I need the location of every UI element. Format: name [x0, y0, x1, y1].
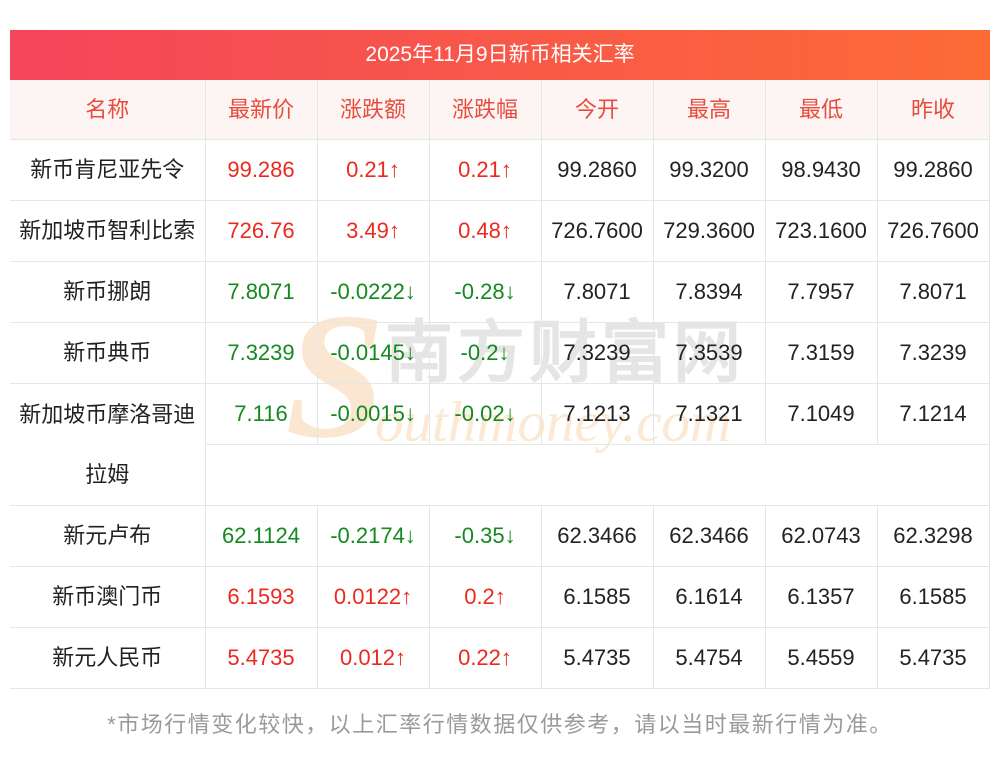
cell-latest: 7.8071	[205, 261, 318, 323]
cell-change-pct: -0.2↓	[429, 322, 542, 384]
cell-name: 新币典币	[10, 322, 206, 384]
cell-open: 99.2860	[541, 139, 654, 201]
cell-change-pct: 0.21↑	[429, 139, 542, 201]
cell-name: 新加坡币智利比索	[10, 200, 206, 262]
col-header-prev-close: 昨收	[877, 80, 990, 140]
col-header-high: 最高	[653, 80, 766, 140]
col-header-open: 今开	[541, 80, 654, 140]
cell-low: 7.1049	[765, 383, 878, 445]
cell-change-pct: -0.02↓	[429, 383, 542, 445]
table-row: 新币挪朗 7.8071 -0.0222↓ -0.28↓ 7.8071 7.839…	[10, 261, 990, 323]
cell-change: 0.0122↑	[317, 566, 430, 628]
col-header-name: 名称	[10, 80, 206, 140]
cell-change-pct: 0.48↑	[429, 200, 542, 262]
cell-low: 7.3159	[765, 322, 878, 384]
cell-latest: 726.76	[205, 200, 318, 262]
col-header-low: 最低	[765, 80, 878, 140]
cell-high: 6.1614	[653, 566, 766, 628]
cell-prev-close: 99.2860	[877, 139, 990, 201]
cell-name: 新币挪朗	[10, 261, 206, 323]
cell-latest: 99.286	[205, 139, 318, 201]
cell-low: 62.0743	[765, 505, 878, 567]
cell-high: 7.1321	[653, 383, 766, 445]
col-header-change-pct: 涨跌幅	[429, 80, 542, 140]
empty-continuation-cell	[205, 444, 990, 506]
cell-name: 新币澳门币	[10, 566, 206, 628]
col-header-change: 涨跌额	[317, 80, 430, 140]
cell-high: 729.3600	[653, 200, 766, 262]
table-row: 新币肯尼亚先令 99.286 0.21↑ 0.21↑ 99.2860 99.32…	[10, 139, 990, 201]
cell-name: 新元卢布	[10, 505, 206, 567]
cell-change-pct: 0.2↑	[429, 566, 542, 628]
cell-latest: 6.1593	[205, 566, 318, 628]
cell-open: 726.7600	[541, 200, 654, 262]
cell-low: 6.1357	[765, 566, 878, 628]
cell-open: 7.8071	[541, 261, 654, 323]
cell-change: -0.0145↓	[317, 322, 430, 384]
cell-prev-close: 7.8071	[877, 261, 990, 323]
table-row: 新元卢布 62.1124 -0.2174↓ -0.35↓ 62.3466 62.…	[10, 505, 990, 567]
cell-name: 新币肯尼亚先令	[10, 139, 206, 201]
cell-high: 7.8394	[653, 261, 766, 323]
cell-high: 99.3200	[653, 139, 766, 201]
cell-latest: 5.4735	[205, 627, 318, 689]
cell-change: 0.21↑	[317, 139, 430, 201]
table-row-continuation	[10, 444, 990, 506]
cell-change-pct: -0.28↓	[429, 261, 542, 323]
cell-high: 7.3539	[653, 322, 766, 384]
rates-table: 名称 最新价 涨跌额 涨跌幅 今开 最高 最低 昨收 新币肯尼亚先令 99.28…	[10, 80, 990, 689]
cell-prev-close: 7.3239	[877, 322, 990, 384]
title-banner: 2025年11月9日新币相关汇率	[10, 30, 990, 80]
cell-change: 3.49↑	[317, 200, 430, 262]
cell-change-pct: -0.35↓	[429, 505, 542, 567]
table-row: 新元人民币 5.4735 0.012↑ 0.22↑ 5.4735 5.4754 …	[10, 627, 990, 689]
cell-low: 5.4559	[765, 627, 878, 689]
cell-open: 5.4735	[541, 627, 654, 689]
cell-prev-close: 726.7600	[877, 200, 990, 262]
col-header-latest: 最新价	[205, 80, 318, 140]
cell-change-pct: 0.22↑	[429, 627, 542, 689]
table-row: 新加坡币摩洛哥迪拉姆 7.116 -0.0015↓ -0.02↓ 7.1213 …	[10, 383, 990, 506]
cell-name: 新加坡币摩洛哥迪拉姆	[10, 383, 206, 506]
table-row: 新币典币 7.3239 -0.0145↓ -0.2↓ 7.3239 7.3539…	[10, 322, 990, 384]
cell-change: 0.012↑	[317, 627, 430, 689]
cell-open: 7.3239	[541, 322, 654, 384]
table-row: 新币澳门币 6.1593 0.0122↑ 0.2↑ 6.1585 6.1614 …	[10, 566, 990, 628]
page-title: 2025年11月9日新币相关汇率	[365, 43, 635, 66]
cell-prev-close: 62.3298	[877, 505, 990, 567]
cell-prev-close: 6.1585	[877, 566, 990, 628]
table-row: 新加坡币智利比索 726.76 3.49↑ 0.48↑ 726.7600 729…	[10, 200, 990, 262]
cell-high: 5.4754	[653, 627, 766, 689]
cell-open: 6.1585	[541, 566, 654, 628]
cell-name: 新元人民币	[10, 627, 206, 689]
header-row: 名称 最新价 涨跌额 涨跌幅 今开 最高 最低 昨收	[10, 80, 990, 140]
cell-change: -0.0015↓	[317, 383, 430, 445]
cell-prev-close: 7.1214	[877, 383, 990, 445]
cell-open: 7.1213	[541, 383, 654, 445]
cell-low: 7.7957	[765, 261, 878, 323]
cell-low: 98.9430	[765, 139, 878, 201]
disclaimer-note: *市场行情变化较快，以上汇率行情数据仅供参考，请以当时最新行情为准。	[107, 712, 893, 737]
cell-high: 62.3466	[653, 505, 766, 567]
cell-latest: 7.116	[205, 383, 318, 445]
cell-change: -0.2174↓	[317, 505, 430, 567]
cell-prev-close: 5.4735	[877, 627, 990, 689]
cell-latest: 62.1124	[205, 505, 318, 567]
cell-open: 62.3466	[541, 505, 654, 567]
cell-change: -0.0222↓	[317, 261, 430, 323]
cell-latest: 7.3239	[205, 322, 318, 384]
cell-low: 723.1600	[765, 200, 878, 262]
